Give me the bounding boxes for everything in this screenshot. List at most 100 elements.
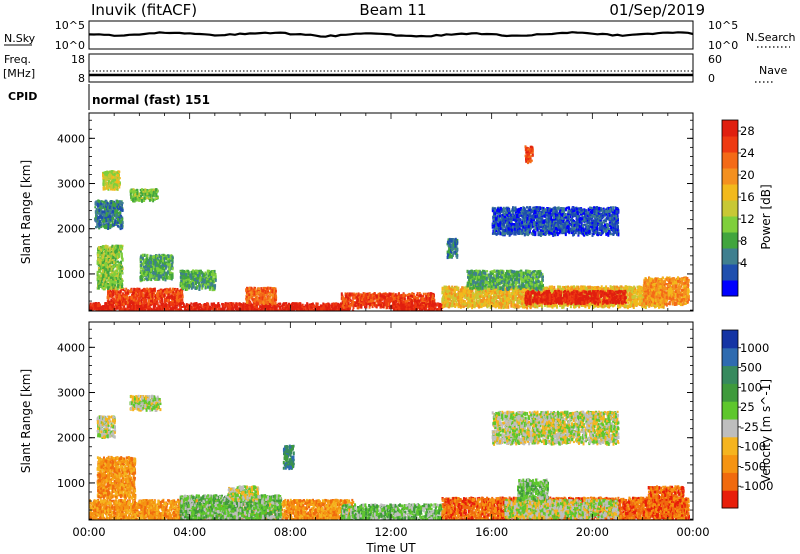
heatmap-cell: [266, 297, 269, 301]
heatmap-cell: [106, 249, 109, 252]
heatmap-cell: [109, 225, 112, 229]
heatmap-cell: [150, 199, 153, 202]
heatmap-cell: [150, 301, 153, 304]
heatmap-cell: [203, 306, 206, 310]
heatmap-cell: [205, 278, 208, 281]
heatmap-cell: [134, 294, 137, 297]
heatmap-cell: [353, 301, 356, 303]
heatmap-cell: [171, 301, 174, 305]
heatmap-cell: [200, 282, 203, 287]
heatmap-cell: [141, 256, 144, 261]
heatmap-cell: [255, 290, 258, 293]
heatmap-cell: [281, 303, 284, 308]
heatmap-cell: [168, 306, 171, 309]
heatmap-cell: [328, 305, 331, 309]
heatmap-cell: [332, 302, 335, 307]
heatmap-cell: [106, 202, 109, 205]
heatmap-cell: [106, 245, 109, 248]
heatmap-cell: [114, 307, 117, 310]
heatmap-cell: [151, 289, 154, 293]
heatmap-cell: [97, 203, 100, 207]
heatmap-cell: [114, 184, 117, 187]
heatmap-cell: [119, 295, 122, 300]
heatmap-cell: [189, 285, 192, 288]
heatmap-cell: [148, 308, 151, 311]
heatmap-cell: [274, 298, 277, 302]
heatmap-cell: [117, 177, 120, 181]
nave-tick-bottom: 0: [708, 72, 715, 85]
heatmap-cell: [204, 271, 207, 275]
heatmap-cell: [117, 214, 120, 218]
heatmap-cell: [145, 271, 148, 275]
heatmap-cell: [112, 252, 115, 256]
heatmap-cell: [253, 288, 255, 293]
heatmap-cell: [112, 290, 115, 294]
heatmap-cell: [174, 288, 177, 292]
heatmap-cell: [192, 277, 195, 281]
heatmap-cell: [120, 201, 123, 204]
heatmap-cell: [97, 254, 100, 257]
heatmap-cell: [156, 273, 159, 278]
heatmap-cell: [254, 300, 256, 303]
heatmap-cell: [194, 305, 196, 310]
heatmap-cell: [397, 293, 400, 296]
heatmap-cell: [121, 301, 124, 304]
heatmap-cell: [144, 188, 147, 191]
heatmap-cell: [118, 269, 121, 273]
heatmap-cell: [209, 272, 211, 276]
heatmap-cell: [159, 299, 162, 303]
heatmap-cell: [134, 191, 137, 196]
heatmap-cell: [167, 254, 170, 258]
heatmap-cell: [279, 308, 282, 311]
heatmap-cell: [117, 265, 120, 269]
heatmap-cell: [97, 257, 100, 262]
heatmap-cell: [105, 254, 108, 258]
heatmap-cell: [156, 308, 159, 311]
nsearch-tick-top: 10^5: [708, 19, 738, 32]
heatmap-cell: [107, 217, 110, 221]
heatmap-cell: [110, 279, 113, 283]
heatmap-cell: [142, 190, 145, 193]
heatmap-cell: [119, 290, 122, 294]
heatmap-cell: [104, 176, 107, 180]
heatmap-cell: [109, 182, 112, 187]
heatmap-cell: [120, 204, 123, 208]
heatmap-cell: [270, 289, 272, 294]
heatmap-cell: [406, 293, 409, 297]
heatmap-cell: [139, 269, 142, 273]
heatmap-cell: [267, 286, 270, 291]
heatmap-cell: [153, 305, 156, 309]
heatmap-cell: [118, 216, 121, 219]
heatmap-cell: [267, 309, 269, 311]
heatmap-cell: [139, 305, 142, 308]
heatmap-cell: [409, 294, 412, 297]
heatmap-cell: [271, 294, 274, 298]
heatmap-cell: [186, 280, 189, 284]
heatmap-cell: [183, 270, 186, 273]
heatmap-cell: [235, 302, 238, 306]
heatmap-cell: [212, 277, 215, 282]
heatmap-cell: [143, 295, 146, 299]
heatmap-cell: [345, 297, 348, 301]
heatmap-cell: [193, 271, 196, 275]
heatmap-cell: [188, 281, 191, 285]
heatmap-cell: [281, 307, 284, 310]
heatmap-cell: [178, 301, 181, 304]
heatmap-cell: [134, 298, 137, 301]
heatmap-cell: [147, 260, 150, 265]
heatmap-cell: [114, 281, 117, 284]
heatmap-cell: [118, 294, 121, 297]
heatmap-cell: [134, 305, 136, 309]
heatmap-cell: [205, 285, 208, 288]
heatmap-cell: [190, 276, 193, 280]
heatmap-cell: [146, 196, 149, 200]
heatmap-cell: [203, 308, 206, 311]
heatmap-cell: [102, 245, 105, 249]
heatmap-cell: [144, 192, 147, 197]
heatmap-cell: [124, 289, 127, 293]
heatmap-cell: [147, 301, 150, 306]
heatmap-cell: [115, 254, 118, 258]
heatmap-cell: [262, 294, 265, 298]
heatmap-cell: [248, 299, 251, 303]
heatmap-cell: [204, 306, 207, 311]
